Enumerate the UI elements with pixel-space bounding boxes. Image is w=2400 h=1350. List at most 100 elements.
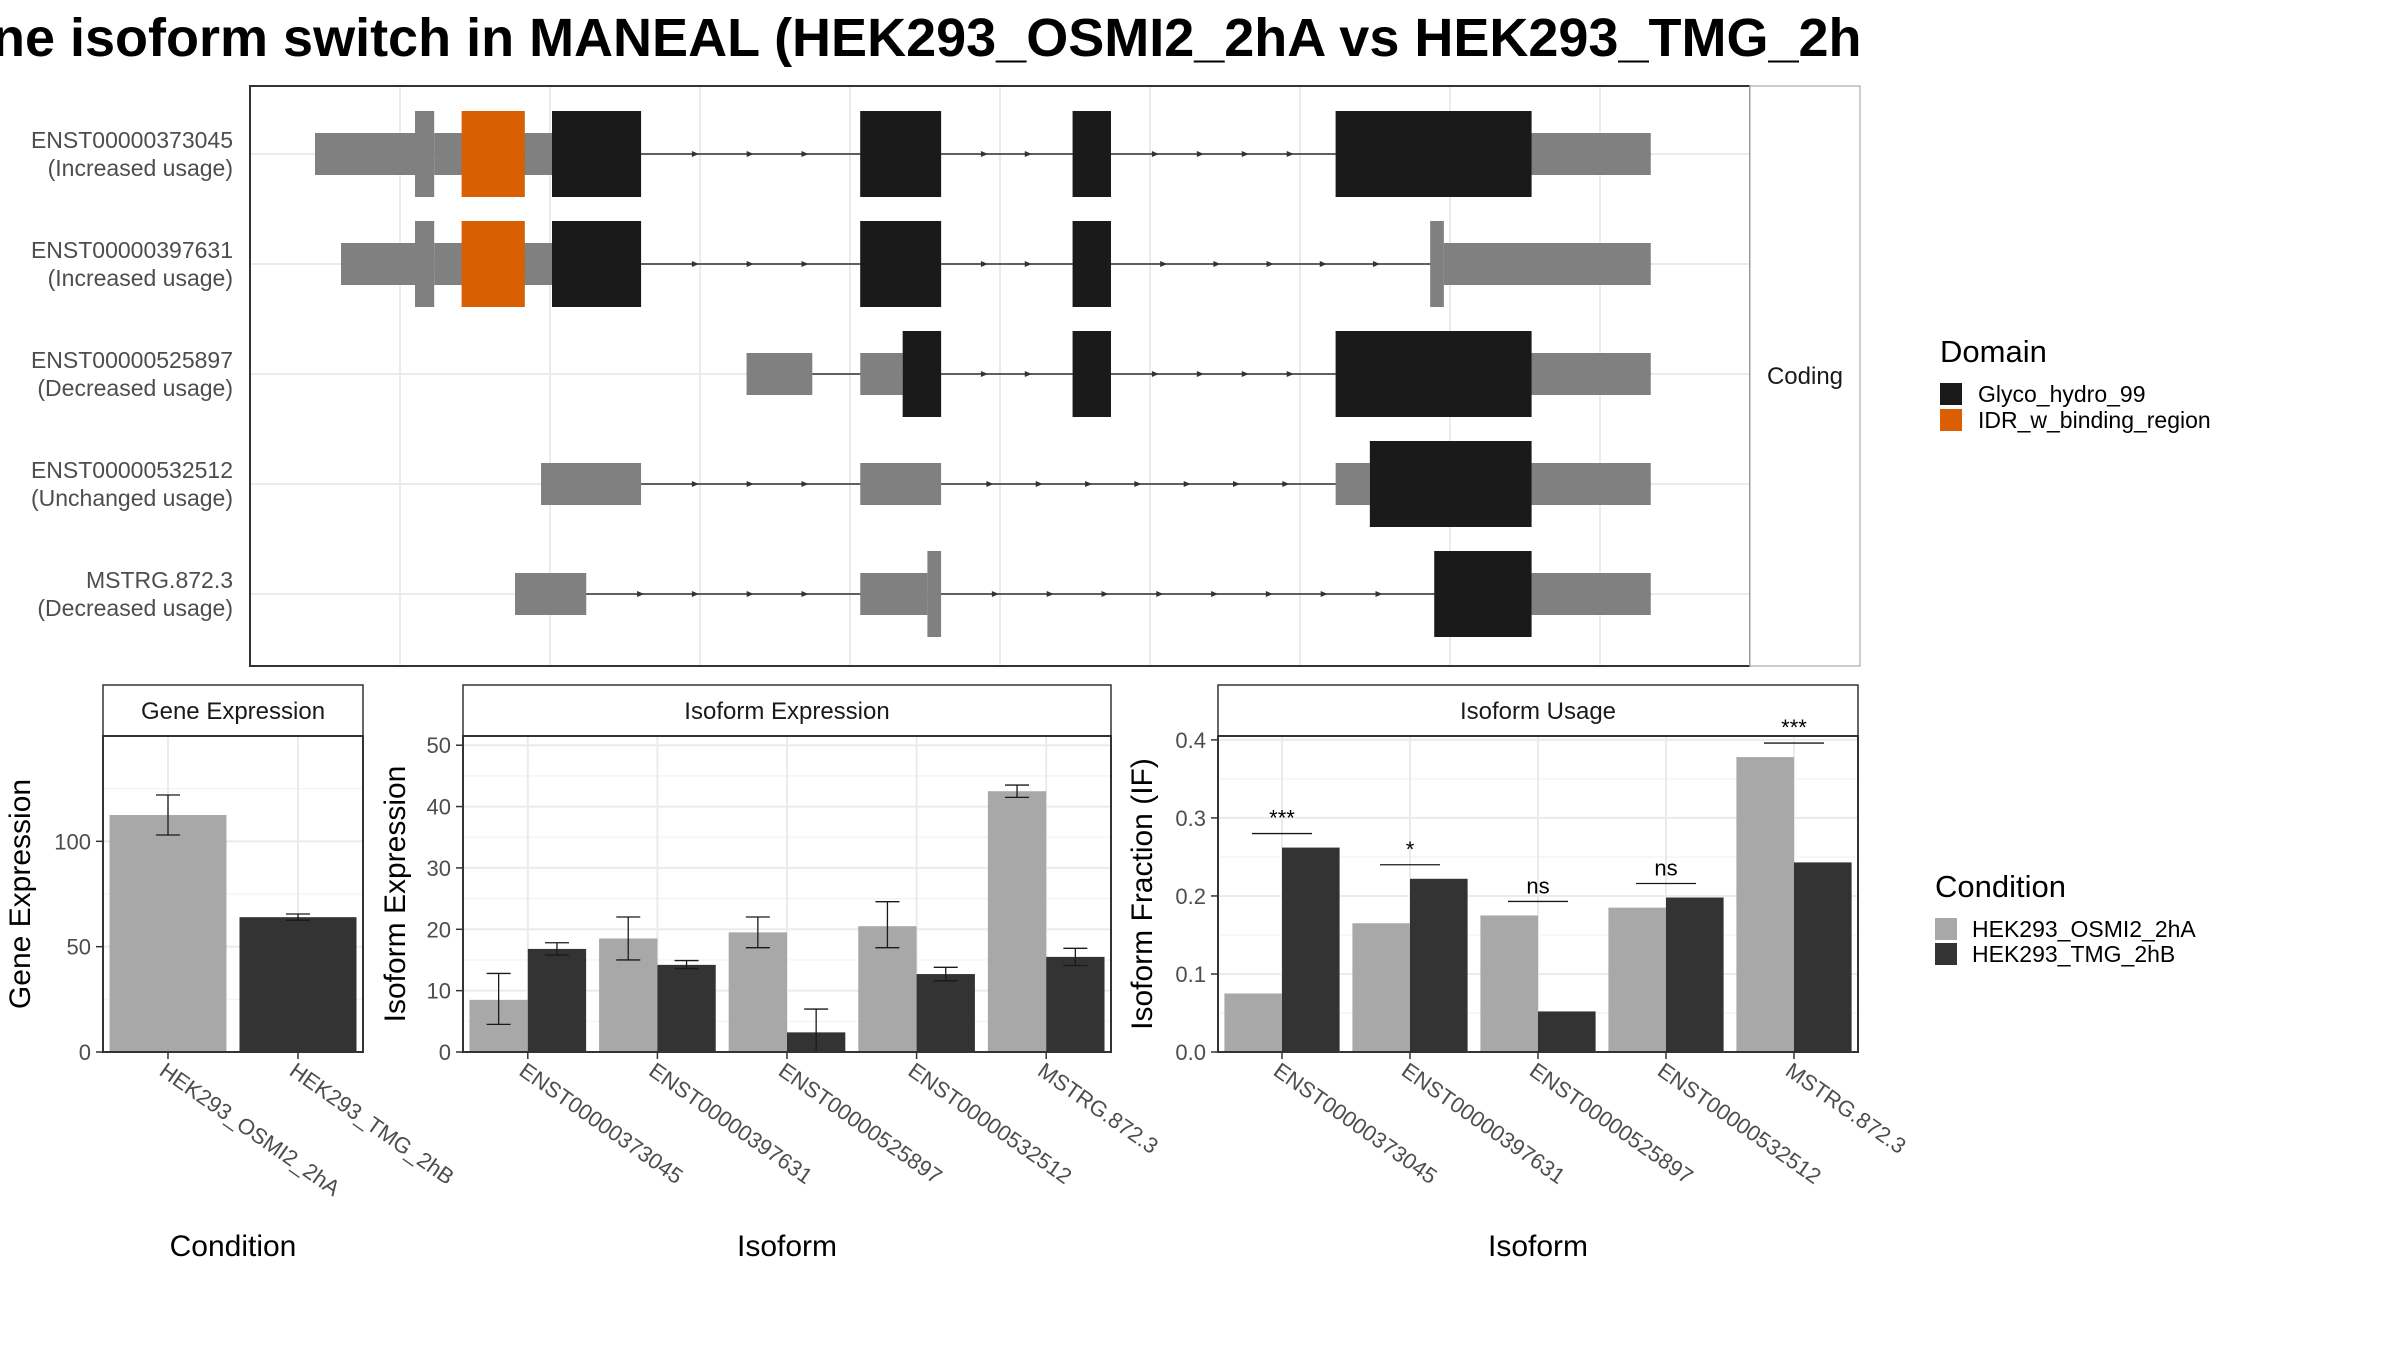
x-tick-label: MSTRG.872.3 [1781, 1058, 1911, 1159]
bar [1480, 915, 1538, 1052]
intron-arrow [980, 261, 988, 267]
cds-block [927, 551, 942, 637]
y-tick-label: 0 [79, 1040, 91, 1065]
utr-block [524, 133, 553, 175]
intron-arrow [691, 481, 699, 487]
cds-block [415, 111, 435, 197]
cds-block [415, 221, 435, 307]
domain-glyco-block [1072, 111, 1111, 197]
y-tick-label: 50 [427, 733, 451, 758]
utr-block [860, 573, 928, 615]
isoform-id-label: ENST00000525897 [31, 347, 233, 373]
bar [728, 932, 787, 1052]
domain-glyco-block [1434, 551, 1532, 637]
bar [1666, 897, 1724, 1052]
intron-arrow [801, 591, 809, 597]
domain-legend-title: Domain [1940, 334, 2047, 369]
isoform-id-label: MSTRG.872.3 [86, 567, 233, 593]
condition-legend-label: HEK293_OSMI2_2hA [1972, 916, 2196, 942]
intron-arrow [1156, 591, 1164, 597]
x-tick-label: MSTRG.872.3 [1033, 1058, 1163, 1159]
isoform-usage-label: (Decreased usage) [37, 375, 233, 401]
intron-arrow [637, 591, 645, 597]
y-tick-label: 0.3 [1175, 806, 1206, 831]
intron-arrow [1160, 261, 1168, 267]
utr-block [541, 463, 642, 505]
bar [916, 974, 975, 1052]
y-axis-title: Isoform Expression [379, 766, 412, 1023]
bar [1608, 907, 1666, 1052]
utr-block [315, 133, 416, 175]
strip-label: Gene Expression [141, 698, 325, 725]
y-tick-label: 0.1 [1175, 962, 1206, 987]
utr-block [860, 353, 903, 395]
facet-strip-coding [1749, 85, 1861, 667]
x-axis-title: Isoform [737, 1230, 837, 1263]
strip-label: Isoform Usage [1460, 698, 1616, 725]
intron-arrow [801, 481, 809, 487]
domain-glyco-block [860, 221, 942, 307]
intron-arrow [980, 371, 988, 377]
x-axis-title: Condition [170, 1230, 297, 1263]
y-tick-label: 20 [427, 917, 451, 942]
utr-block [524, 243, 553, 285]
isoform-usage-label: (Increased usage) [48, 265, 233, 291]
intron-arrow [1319, 261, 1327, 267]
domain-glyco-block [1369, 441, 1532, 527]
intron-arrow [1266, 261, 1274, 267]
isoform-usage-label: (Unchanged usage) [31, 485, 233, 511]
condition-legend-title: Condition [1935, 869, 2066, 904]
y-tick-label: 40 [427, 795, 451, 820]
y-axis-title: Isoform Fraction (IF) [1126, 758, 1159, 1030]
domain-legend-label: Glyco_hydro_99 [1978, 381, 2146, 407]
bar [1736, 757, 1794, 1052]
isoform-usage-label: (Decreased usage) [37, 595, 233, 621]
plot-border [462, 735, 1112, 1053]
intron-arrow [980, 151, 988, 157]
y-tick-label: 0 [439, 1040, 451, 1065]
domain-glyco-block [860, 111, 942, 197]
utr-block [515, 573, 587, 615]
intron-arrow [1151, 371, 1159, 377]
bar [239, 917, 357, 1052]
domain-glyco-block [552, 221, 642, 307]
isoform-usage-label: (Increased usage) [48, 155, 233, 181]
isoform-id-label: ENST00000373045 [31, 127, 233, 153]
utr-block [1443, 243, 1651, 285]
utr-block [341, 243, 416, 285]
intron-arrow [1375, 591, 1383, 597]
domain-glyco-block [1335, 331, 1532, 417]
bar [657, 964, 716, 1052]
domain-glyco-block [1335, 111, 1532, 197]
bar [1410, 878, 1468, 1052]
bar [1794, 862, 1852, 1052]
intron-arrow [1151, 151, 1159, 157]
intron-arrow [1183, 481, 1191, 487]
intron-arrow [1211, 591, 1219, 597]
intron-arrow [1085, 481, 1093, 487]
utr-block [746, 353, 813, 395]
bar [1282, 847, 1340, 1052]
isoform-id-label: ENST00000532512 [31, 457, 233, 483]
bar [1352, 923, 1410, 1052]
domain-legend-swatch [1940, 383, 1962, 405]
y-tick-label: 100 [54, 829, 91, 854]
intron-arrow [746, 481, 754, 487]
y-tick-label: 50 [67, 935, 91, 960]
y-tick-label: 0.2 [1175, 884, 1206, 909]
bar [527, 948, 587, 1052]
isoform-id-label: ENST00000397631 [31, 237, 233, 263]
domain-legend-swatch [1940, 409, 1962, 431]
intron-arrow [1213, 261, 1221, 267]
domain-idr-block [461, 221, 525, 307]
y-tick-label: 0.0 [1175, 1040, 1206, 1065]
intron-arrow [691, 591, 699, 597]
intron-arrow [1241, 371, 1249, 377]
intron-arrow [746, 591, 754, 597]
y-axis-title: Gene Expression [4, 779, 37, 1009]
intron-arrow [1024, 261, 1032, 267]
intron-arrow [1196, 151, 1204, 157]
strip-label: Isoform Expression [684, 698, 889, 725]
bar [987, 791, 1047, 1052]
figure-title: ne isoform switch in MANEAL (HEK293_OSMI… [0, 8, 1862, 68]
